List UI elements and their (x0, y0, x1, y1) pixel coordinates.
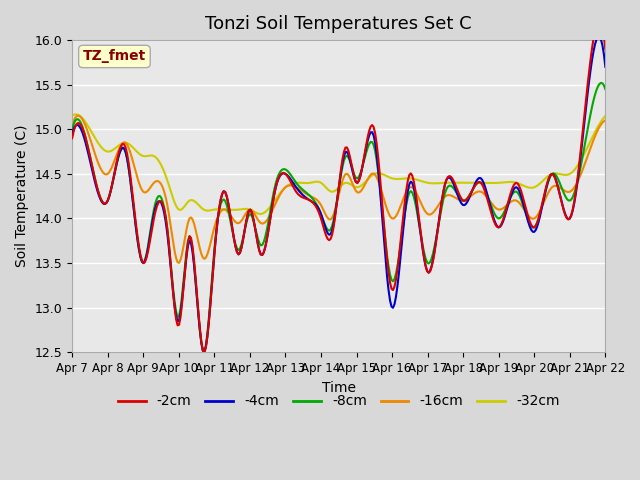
-2cm (200, 349, 208, 355)
-16cm (68, 122, 76, 128)
-2cm (134, 233, 141, 239)
-4cm (228, 227, 236, 233)
-32cm (246, 207, 254, 213)
-16cm (257, 220, 264, 226)
-16cm (602, 118, 609, 123)
Legend: -2cm, -4cm, -8cm, -16cm, -32cm: -2cm, -4cm, -8cm, -16cm, -32cm (113, 389, 565, 414)
-4cm (134, 237, 141, 242)
-4cm (596, 34, 604, 39)
-16cm (74, 113, 82, 119)
-32cm (602, 113, 609, 119)
-2cm (573, 179, 581, 184)
-16cm (248, 207, 256, 213)
-4cm (68, 131, 76, 137)
-32cm (68, 113, 76, 119)
Line: -8cm: -8cm (72, 83, 605, 352)
-4cm (246, 207, 254, 213)
-32cm (73, 111, 81, 117)
-32cm (135, 151, 143, 156)
-8cm (573, 180, 581, 186)
-2cm (246, 207, 254, 213)
-2cm (228, 227, 236, 233)
Line: -16cm: -16cm (72, 116, 605, 263)
-8cm (303, 190, 310, 196)
Line: -4cm: -4cm (72, 36, 605, 352)
-4cm (303, 195, 310, 201)
-32cm (305, 180, 312, 186)
-8cm (602, 86, 609, 92)
-16cm (230, 217, 238, 223)
-4cm (602, 64, 609, 70)
-4cm (255, 248, 263, 253)
Y-axis label: Soil Temperature (C): Soil Temperature (C) (15, 125, 29, 267)
-32cm (575, 161, 582, 167)
-16cm (575, 177, 582, 182)
Text: TZ_fmet: TZ_fmet (83, 49, 146, 63)
-8cm (200, 349, 208, 355)
-32cm (255, 211, 263, 217)
-16cm (135, 180, 143, 186)
-8cm (134, 238, 141, 243)
Line: -2cm: -2cm (72, 21, 605, 352)
-8cm (68, 126, 76, 132)
-2cm (68, 135, 76, 141)
-8cm (597, 80, 605, 86)
-32cm (228, 207, 236, 213)
-4cm (200, 349, 208, 355)
X-axis label: Time: Time (322, 381, 356, 395)
-2cm (596, 18, 604, 24)
-2cm (602, 46, 609, 52)
-8cm (228, 229, 236, 235)
Line: -32cm: -32cm (72, 114, 605, 214)
-2cm (255, 248, 263, 253)
Title: Tonzi Soil Temperatures Set C: Tonzi Soil Temperatures Set C (205, 15, 472, 33)
-8cm (255, 240, 263, 246)
-2cm (303, 196, 310, 202)
-8cm (246, 211, 254, 217)
-4cm (573, 181, 581, 187)
-32cm (257, 211, 264, 217)
-16cm (175, 260, 183, 266)
-16cm (305, 192, 312, 198)
